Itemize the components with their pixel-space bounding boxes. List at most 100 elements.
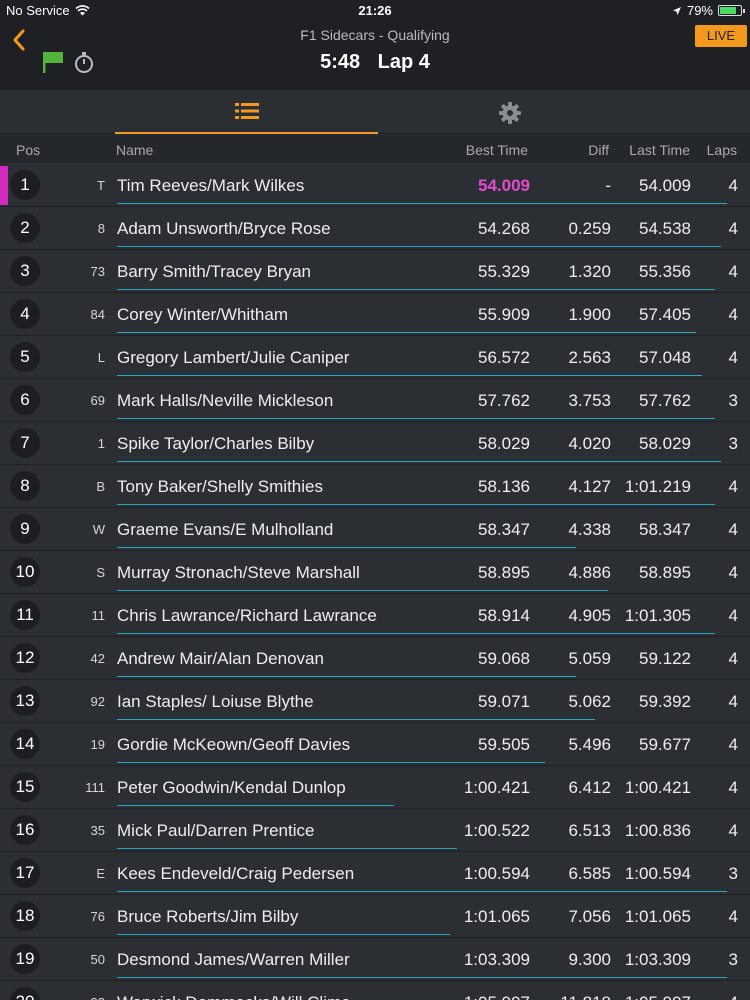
table-row[interactable]: 3 73 Barry Smith/Tracey Bryan 55.329 1.320 55… xyxy=(0,250,750,293)
table-row[interactable]: 2 8 Adam Unsworth/Bryce Rose 54.268 0.259 54.… xyxy=(0,207,750,250)
lap-count: 3 xyxy=(728,864,738,883)
race-number: 73 xyxy=(90,264,105,279)
lap-count: 3 xyxy=(728,950,738,969)
lap-count: 4 xyxy=(728,649,738,668)
table-row[interactable]: 15 111 Peter Goodwin/Kendal Dunlop 1:00.421… xyxy=(0,766,750,809)
last-time: 57.762 xyxy=(639,391,691,410)
table-row[interactable]: 1 T Tim Reeves/Mark Wilkes 54.009 - 54.009 4 xyxy=(0,164,750,207)
table-row[interactable]: 12 42 Andrew Mair/Alan Denovan 59.068 5.059 5… xyxy=(0,637,750,680)
rider-names: Spike Taylor/Charles Bilby xyxy=(117,434,315,453)
lap-progress-bar xyxy=(117,203,727,204)
race-number: 76 xyxy=(90,909,105,924)
lap-progress-bar xyxy=(117,289,715,290)
rider-names: Tony Baker/Shelly Smithies xyxy=(117,477,323,496)
gear-icon xyxy=(498,102,521,124)
position-badge: 10 xyxy=(10,557,40,587)
table-row[interactable]: 16 35 Mick Paul/Darren Prentice 1:00.522 6.5… xyxy=(0,809,750,852)
position-badge: 4 xyxy=(10,299,40,329)
race-number: 11 xyxy=(91,608,106,623)
lap-progress-bar xyxy=(117,246,721,247)
time-diff: 5.059 xyxy=(568,649,611,668)
tab-timing-list[interactable] xyxy=(115,90,378,134)
col-last-time[interactable]: Last Time xyxy=(629,142,690,158)
lap-count: 4 xyxy=(728,735,738,754)
best-time: 58.136 xyxy=(478,477,530,496)
race-number: 1 xyxy=(97,436,105,451)
position-badge: 8 xyxy=(10,471,40,501)
rider-names: Murray Stronach/Steve Marshall xyxy=(117,563,360,582)
lap-progress-bar xyxy=(117,891,727,892)
lap-progress-bar xyxy=(117,848,457,849)
table-row[interactable]: 10 S Murray Stronach/Steve Marshall 58.895 4… xyxy=(0,551,750,594)
table-row[interactable]: 6 69 Mark Halls/Neville Mickleson 57.762 3.7… xyxy=(0,379,750,422)
last-time: 57.048 xyxy=(639,348,691,367)
table-row[interactable]: 19 50 Desmond James/Warren Miller 1:03.309 9… xyxy=(0,938,750,981)
col-laps[interactable]: Laps xyxy=(706,142,737,158)
race-number: L xyxy=(97,350,105,365)
status-bar: No Service 21:26 79% xyxy=(0,0,750,20)
rider-names: Gregory Lambert/Julie Caniper xyxy=(117,348,350,367)
back-button[interactable] xyxy=(8,28,32,52)
last-time: 58.029 xyxy=(639,434,691,453)
best-time: 1:03.309 xyxy=(463,950,530,969)
tab-settings[interactable] xyxy=(378,90,641,134)
race-number: 35 xyxy=(90,823,105,838)
race-number: 42 xyxy=(90,651,105,666)
rider-names: Mick Paul/Darren Prentice xyxy=(117,821,315,840)
rider-names: Tim Reeves/Mark Wilkes xyxy=(117,176,305,195)
table-row[interactable]: 8 B Tony Baker/Shelly Smithies 58.136 4.127 1… xyxy=(0,465,750,508)
live-button[interactable]: LIVE xyxy=(695,25,747,47)
lap-progress-bar xyxy=(117,977,727,978)
lap-progress-bar xyxy=(117,504,715,505)
last-time: 59.392 xyxy=(639,692,691,711)
lap-count: 4 xyxy=(728,563,738,582)
rider-names: Chris Lawrance/Richard Lawrance xyxy=(117,606,377,625)
col-diff[interactable]: Diff xyxy=(588,142,609,158)
best-time: 1:00.594 xyxy=(463,864,530,883)
rider-names: Graeme Evans/E Mulholland xyxy=(117,520,334,539)
table-row[interactable]: 4 84 Corey Winter/Whitham 55.909 1.900 57.405… xyxy=(0,293,750,336)
time-diff: 6.412 xyxy=(568,778,611,797)
table-row[interactable]: 5 L Gregory Lambert/Julie Caniper 56.572 2.5… xyxy=(0,336,750,379)
rider-names: Peter Goodwin/Kendal Dunlop xyxy=(117,778,346,797)
table-row[interactable]: 13 92 Ian Staples/ Loiuse Blythe 59.071 5.06… xyxy=(0,680,750,723)
table-row[interactable]: 2033Warwick Demmocks/Will Clime1:05.9971… xyxy=(0,981,750,1000)
rider-names: Adam Unsworth/Bryce Rose xyxy=(117,219,331,238)
lap-progress-bar xyxy=(117,590,608,591)
position-badge: 12 xyxy=(10,643,40,673)
col-name[interactable]: Name xyxy=(116,142,154,158)
best-time: 59.505 xyxy=(478,735,530,754)
table-row[interactable]: 17 E Kees Endeveld/Craig Pedersen 1:00.594 6… xyxy=(0,852,750,895)
best-time: 1:01.065 xyxy=(463,907,530,926)
race-number: 33 xyxy=(60,995,105,1000)
position-badge: 19 xyxy=(10,944,40,974)
table-row[interactable]: 18 76 Bruce Roberts/Jim Bilby 1:01.065 7.056… xyxy=(0,895,750,938)
last-time: 59.122 xyxy=(639,649,691,668)
last-time: 1:00.836 xyxy=(624,821,691,840)
position-badge: 9 xyxy=(10,514,40,544)
clock: 21:26 xyxy=(358,3,392,18)
race-number: E xyxy=(96,866,105,881)
last-time: 59.677 xyxy=(639,735,691,754)
table-row[interactable]: 7 1 Spike Taylor/Charles Bilby 58.029 4.020 5… xyxy=(0,422,750,465)
col-best-time[interactable]: Best Time xyxy=(465,142,528,158)
lap-count: 4 xyxy=(728,606,738,625)
chevron-left-icon xyxy=(13,29,25,51)
best-time: 59.068 xyxy=(478,649,530,668)
rider-names: Barry Smith/Tracey Bryan xyxy=(117,262,311,281)
table-row[interactable]: 11 11 Chris Lawrance/Richard Lawrance 58.91… xyxy=(0,594,750,637)
best-time: 55.329 xyxy=(478,262,530,281)
col-pos[interactable]: Pos xyxy=(16,142,41,158)
table-row[interactable]: 9 W Graeme Evans/E Mulholland 58.347 4.338 58… xyxy=(0,508,750,551)
session-info: 5:48 Lap 4 xyxy=(0,51,750,74)
race-number: W xyxy=(92,522,105,537)
stopwatch-icon xyxy=(75,52,93,73)
position-badge: 11 xyxy=(10,600,40,630)
time-diff: 4.020 xyxy=(568,434,611,453)
table-row[interactable]: 14 19 Gordie McKeown/Geoff Davies 59.505 5.4… xyxy=(0,723,750,766)
time-diff: 4.338 xyxy=(568,520,611,539)
position-badge: 17 xyxy=(10,858,40,888)
time-diff: 11.818 xyxy=(530,993,611,1000)
lap-count: 4 xyxy=(728,520,738,539)
position-badge: 7 xyxy=(10,428,40,458)
